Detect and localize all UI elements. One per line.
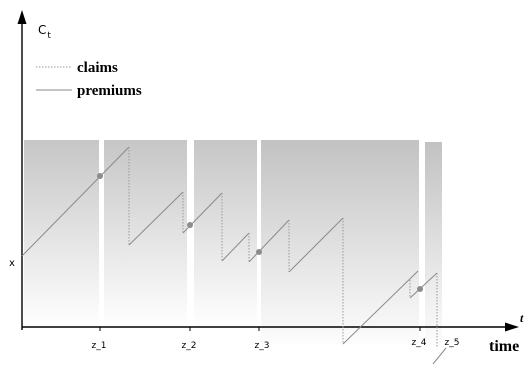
interval-band-2	[104, 140, 187, 328]
tick-label-z3: z_3	[255, 341, 270, 351]
x-axis-label-partial: t	[520, 311, 524, 325]
y-axis-arrow	[17, 10, 27, 24]
premium-segment-8	[409, 272, 438, 299]
legend: claims premiums	[36, 60, 142, 99]
x-axis-label: time	[489, 338, 519, 355]
claim-jumps	[128, 147, 438, 348]
marker-z3	[256, 249, 262, 255]
interval-band-1	[24, 140, 99, 328]
x-start-label: x	[9, 258, 15, 269]
interval-band-5	[425, 142, 442, 345]
tick-label-z2: z_2	[182, 341, 197, 351]
premium-segment-2	[128, 191, 184, 246]
legend-premiums-label: premiums	[77, 83, 142, 99]
premium-segment-5	[248, 219, 290, 263]
x-ticks	[99, 327, 421, 331]
tick-label-z4: z_4	[412, 338, 427, 348]
marker-z2	[187, 222, 193, 228]
interval-band-3	[194, 140, 257, 328]
premium-segment-4	[221, 232, 250, 262]
tick-label-z5: z_5	[445, 338, 460, 348]
y-axis-label: Ct	[38, 23, 51, 41]
marker-z1	[97, 173, 103, 179]
premium-segments	[21, 146, 447, 365]
marker-z4	[417, 286, 423, 292]
interval-band-4	[261, 140, 419, 345]
legend-claims-label: claims	[77, 60, 118, 76]
premium-segment-6	[288, 217, 344, 273]
tick-label-z1: z_1	[92, 341, 107, 351]
premium-segment-7	[342, 270, 419, 345]
premium-segment-1	[21, 146, 130, 257]
observation-markers	[97, 173, 423, 292]
x-axis-arrow	[505, 322, 519, 332]
premium-segment-9	[432, 347, 447, 365]
